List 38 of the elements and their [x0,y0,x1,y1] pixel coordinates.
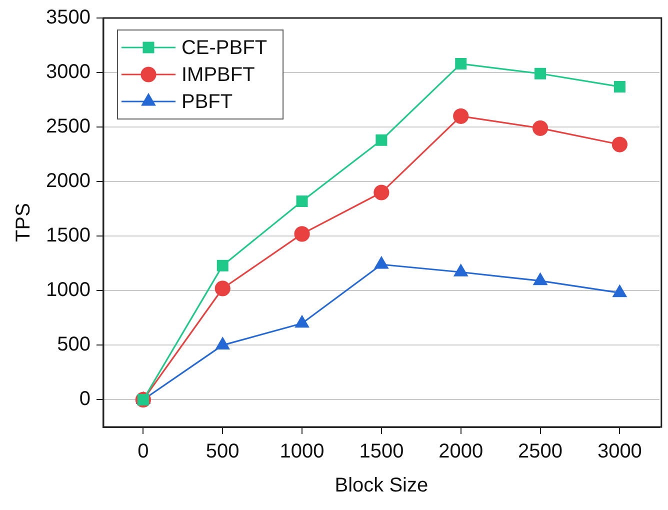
point [454,264,468,276]
y-tick-label: 3500 [46,6,90,29]
point [295,316,309,328]
x-tick-label: 0 [138,440,149,463]
point [612,285,627,298]
x-tick-label: 2000 [438,440,484,463]
x-tick-label: 2500 [518,440,563,463]
point [534,68,546,80]
point [376,134,388,146]
point [612,136,628,152]
point [453,108,469,124]
x-axis-title: Block Size [334,474,428,497]
y-tick-label: 1000 [46,279,90,302]
point [533,273,548,286]
point [374,256,388,269]
y-axis-title: TPS [12,203,35,242]
point [214,280,230,296]
x-tick-label: 500 [206,440,240,463]
x-tick-label: 1500 [359,440,404,463]
point [455,58,467,70]
y-tick-label: 3000 [46,61,90,84]
legend-label: CE-PBFT [181,37,268,60]
y-tick-label: 2500 [46,116,90,138]
y-tick-label: 1500 [46,224,90,247]
point [216,337,230,350]
x-tick-label: 1000 [280,440,324,463]
y-tick-label: 2000 [46,170,90,192]
legend-label: PBFT [181,91,233,114]
legend-label: IMPBFT [181,64,255,86]
x-tick-label: 3000 [597,440,642,463]
point [614,80,626,92]
point [216,260,228,272]
y-tick-label: 0 [79,388,90,410]
point [296,195,308,207]
point [374,184,390,200]
y-tick-label: 500 [57,334,90,356]
point [294,226,310,242]
point [532,120,548,136]
